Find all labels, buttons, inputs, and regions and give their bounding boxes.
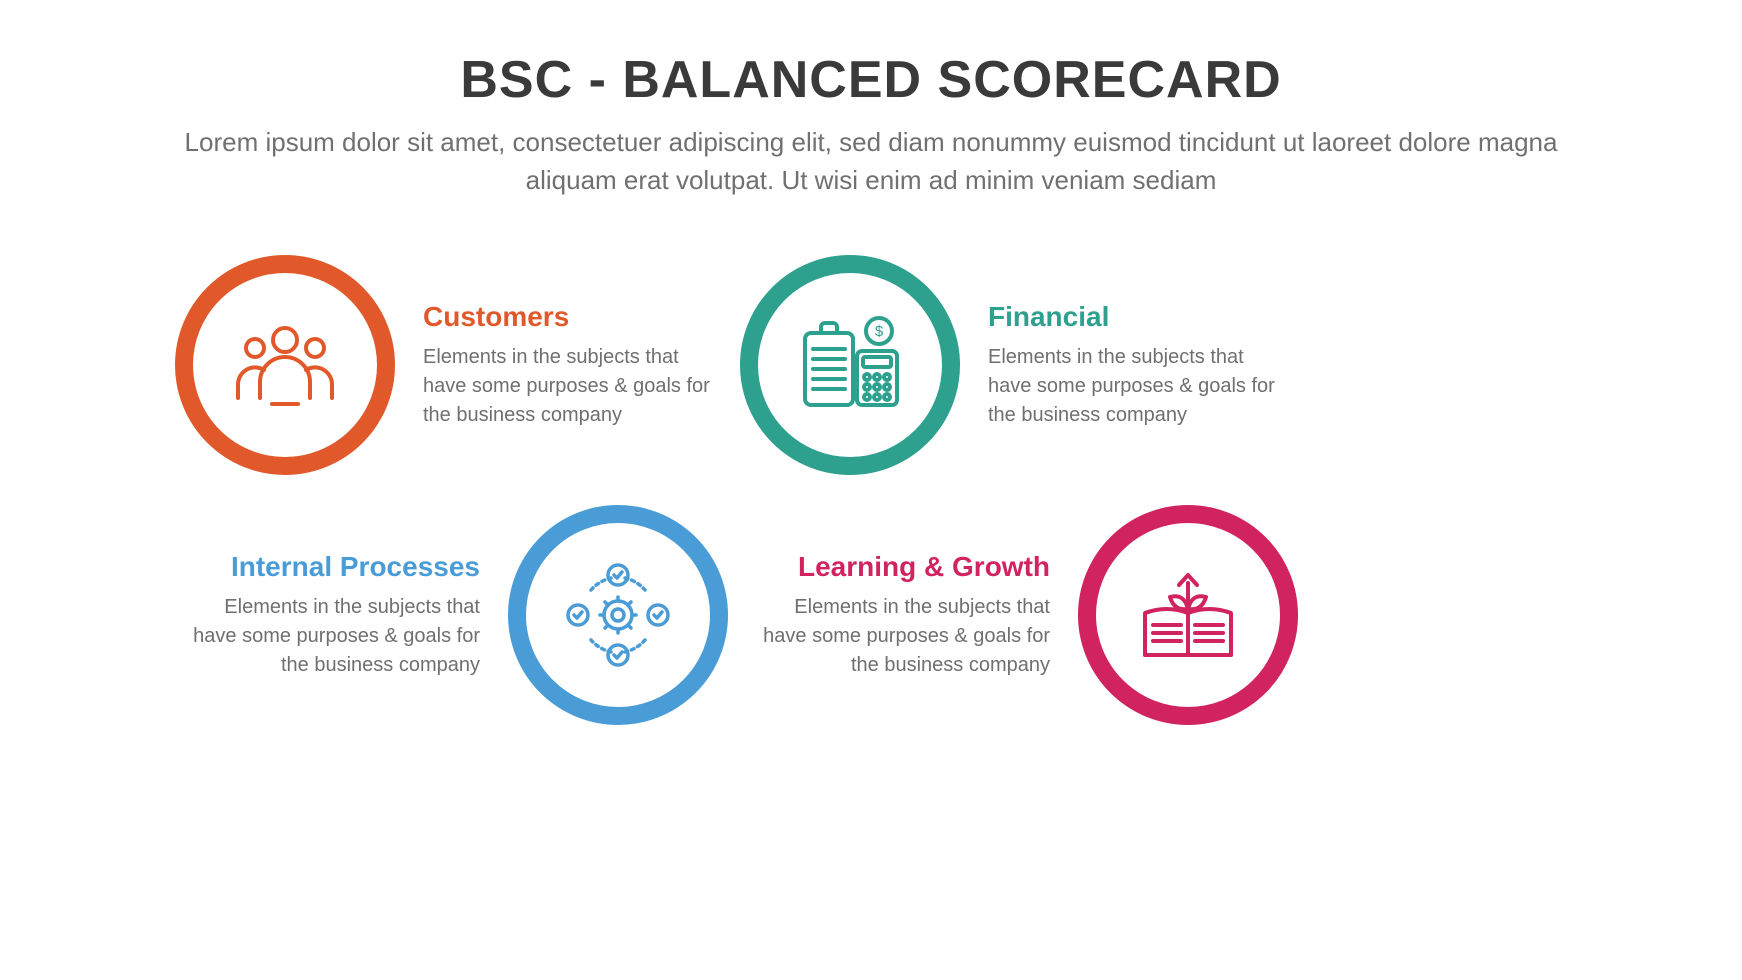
item-desc-financial: Elements in the subjects that have some … [988, 343, 1288, 430]
people-icon [230, 320, 340, 410]
item-financial: $ Financial Elements in the subjects tha… [740, 255, 1288, 475]
circle-customers [175, 255, 395, 475]
text-internal-processes: Internal Processes Elements in the subje… [180, 551, 480, 680]
svg-text:$: $ [875, 323, 884, 340]
item-title-learning-growth: Learning & Growth [750, 551, 1050, 583]
item-title-customers: Customers [423, 301, 723, 333]
circle-learning-growth [1078, 505, 1298, 725]
text-financial: Financial Elements in the subjects that … [988, 301, 1288, 430]
item-desc-customers: Elements in the subjects that have some … [423, 343, 723, 430]
text-customers: Customers Elements in the subjects that … [423, 301, 723, 430]
items-grid: Customers Elements in the subjects that … [0, 255, 1742, 775]
growth-icon [1133, 565, 1243, 665]
circle-internal-processes [508, 505, 728, 725]
item-internal-processes: Internal Processes Elements in the subje… [180, 505, 728, 725]
item-desc-learning-growth: Elements in the subjects that have some … [750, 593, 1050, 680]
page-title: BSC - BALANCED SCORECARD [100, 50, 1642, 110]
item-title-financial: Financial [988, 301, 1288, 333]
item-customers: Customers Elements in the subjects that … [175, 255, 723, 475]
process-icon [563, 560, 673, 670]
item-desc-internal-processes: Elements in the subjects that have some … [180, 593, 480, 680]
text-learning-growth: Learning & Growth Elements in the subjec… [750, 551, 1050, 680]
finance-icon: $ [795, 315, 905, 415]
circle-financial: $ [740, 255, 960, 475]
item-title-internal-processes: Internal Processes [180, 551, 480, 583]
page-subtitle: Lorem ipsum dolor sit amet, consectetuer… [181, 124, 1561, 199]
infographic-page: BSC - BALANCED SCORECARD Lorem ipsum dol… [0, 0, 1742, 980]
header: BSC - BALANCED SCORECARD Lorem ipsum dol… [100, 50, 1642, 199]
item-learning-growth: Learning & Growth Elements in the subjec… [750, 505, 1298, 725]
